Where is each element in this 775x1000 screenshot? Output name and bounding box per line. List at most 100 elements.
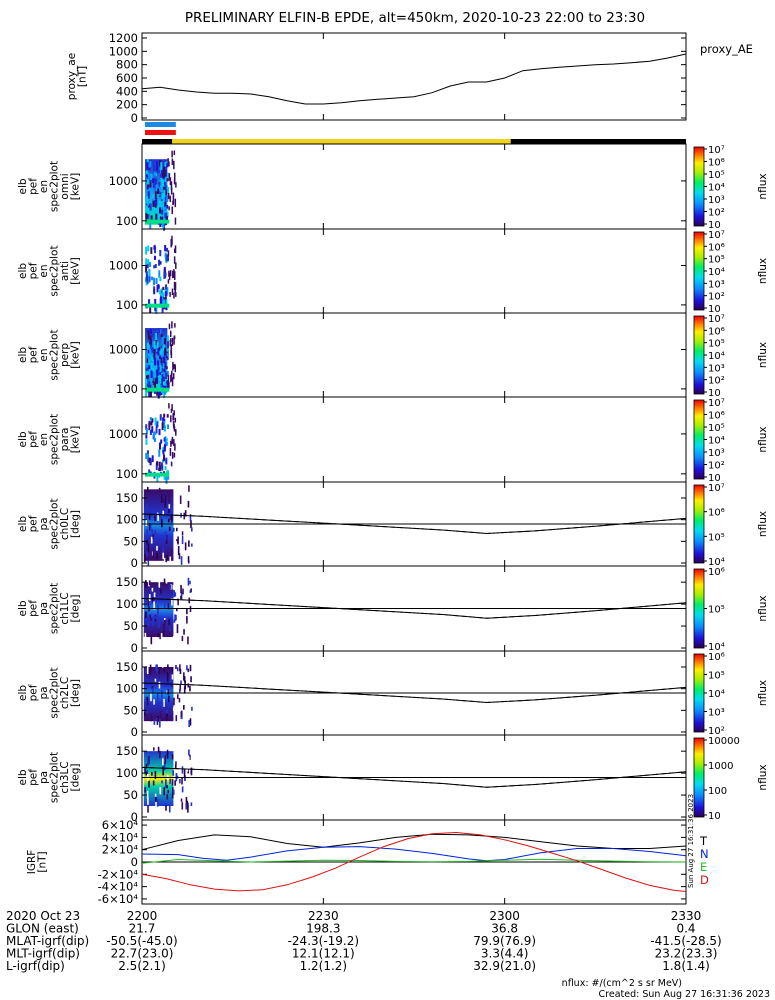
spectrogram-pixel	[164, 337, 167, 345]
pitch-angle-pixel	[151, 772, 153, 776]
pitch-angle-pixel	[183, 769, 186, 778]
spectrogram-pixel	[153, 390, 156, 394]
spectrogram-pixel	[166, 254, 169, 262]
spectrogram-pixel	[168, 403, 170, 409]
pitch-angle-pixel	[154, 793, 157, 797]
pitch-angle-pixel	[186, 665, 188, 671]
pitch-angle-pixel	[163, 762, 166, 771]
pitch-angle-pixel	[163, 603, 166, 608]
spectrogram-pixel	[147, 333, 150, 340]
colorbar-tick-label: 10⁵	[708, 255, 725, 266]
spectrogram-pixel	[152, 370, 155, 378]
pitch-angle-pixel	[164, 531, 167, 541]
spectrogram-pixel	[155, 377, 158, 384]
status-bar-segment	[510, 139, 686, 144]
spectrogram-pixel	[167, 250, 170, 257]
pitch-angle-pixel	[163, 787, 166, 796]
spectrogram-pixel	[146, 274, 149, 282]
spectrogram-pixel	[156, 474, 159, 483]
colorbar-tick-label: 10²	[708, 292, 725, 303]
pitch-angle-pixel	[169, 778, 171, 784]
colorbar-tick-label: 10³	[708, 363, 725, 374]
pitch-angle-pixel	[185, 749, 188, 755]
pitch-angle-pixel	[153, 747, 155, 751]
spectrogram-pixel	[158, 259, 161, 266]
pitch-angle-pixel	[144, 787, 146, 793]
pitch-angle-pixel	[178, 553, 181, 560]
spectrogram-pixel	[161, 288, 164, 295]
spectrogram-pixel	[148, 390, 151, 398]
y-tick-label: 150	[116, 660, 138, 674]
pitch-angle-pixel	[172, 635, 175, 645]
pitch-angle-pixel	[157, 605, 159, 614]
pitch-angle-pixel	[165, 508, 168, 512]
spectrogram-pixel	[164, 212, 167, 219]
y-tick-label: 100	[116, 214, 138, 228]
spectrogram-pixel	[148, 457, 151, 464]
created-timestamp: Created: Sun Aug 27 16:31:36 2023	[599, 989, 770, 1000]
pitch-angle-pixel	[150, 536, 153, 544]
y-tick-label: 0	[131, 810, 138, 824]
spectrogram-pixel	[163, 175, 166, 182]
pitch-angle-ylabel-line: ch3LC	[59, 761, 71, 793]
spectrogram-ylabel: elbpefenspec2plotomni[keV]	[17, 161, 82, 212]
pitch-angle-ylabel: elbpefpaspec2plotch2LC[deg]	[17, 667, 82, 718]
spectrogram-pixel	[151, 375, 154, 381]
y-tick-label: 50	[123, 703, 138, 717]
pitch-angle-pixel	[168, 504, 170, 514]
colorbar-tick-label: 10⁵	[708, 671, 725, 682]
spectrogram-pixel	[152, 341, 155, 348]
pitch-angle-pixel	[158, 581, 161, 588]
pitch-angle-pixel	[189, 718, 192, 726]
igrf-ylabel-line: [nT]	[36, 851, 48, 872]
spectrogram-pixel	[154, 381, 157, 389]
colorbar-label: nflux	[757, 511, 769, 537]
pitch-angle-pixel	[160, 588, 162, 594]
pitch-angle-pixel	[154, 678, 157, 682]
pitch-angle-pixel	[173, 578, 175, 583]
spectrogram-pixel	[155, 307, 158, 314]
pitch-angle-pixel	[188, 485, 190, 492]
pitch-angle-colorbar	[693, 568, 705, 649]
pitch-angle-pixel	[162, 663, 164, 668]
spectrogram-ylabel-line: elb	[17, 178, 29, 194]
spectrogram-pixel	[149, 379, 152, 385]
y-tick-label: 100	[116, 682, 138, 696]
spectrogram-ylabel-line: elb	[17, 263, 29, 279]
x-axis-row-value: 22.7(23.0)	[111, 947, 174, 961]
spectrogram-pixel	[173, 271, 176, 280]
colorbar-tick-label: 1000	[708, 761, 733, 772]
spectrogram-pixel	[149, 203, 152, 209]
pitch-angle-pixel	[175, 541, 177, 549]
y-tick-label: 1200	[109, 31, 138, 45]
pitch-angle-pixel	[156, 552, 158, 560]
pitch-angle-pixel	[181, 606, 184, 615]
proxy-ae-ylabel-line: proxy_ae	[66, 53, 78, 100]
spectrogram-pixel	[171, 436, 174, 444]
spectrogram-pixel	[165, 441, 168, 446]
pitch-angle-pixel	[187, 636, 189, 645]
spectrogram-pixel	[162, 379, 165, 386]
pitch-angle-pixel	[161, 519, 163, 528]
spectrogram-pixel	[156, 331, 159, 337]
spectrogram-ylabel-line: spec2plot	[48, 329, 60, 380]
spectrogram-pixel	[149, 429, 152, 435]
spectrogram-pixel	[151, 418, 154, 423]
spectrogram-pixel	[163, 212, 166, 221]
pitch-angle-pixel	[148, 523, 151, 531]
spectrogram-pixel	[164, 272, 167, 277]
spectrogram-low-energy-band	[145, 387, 170, 392]
pitch-angle-pixel	[189, 754, 191, 760]
pitch-angle-pixel	[187, 769, 190, 774]
pitch-angle-pixel	[154, 515, 156, 522]
colorbar-tick-label: 10⁷	[708, 314, 725, 325]
y-tick-label: 0	[131, 111, 138, 125]
pitch-angle-pixel	[166, 794, 169, 800]
spectrogram-pixel	[152, 194, 155, 199]
spectrogram-pixel	[167, 186, 170, 194]
spectrogram-ylabel-line: [keV]	[69, 426, 81, 454]
anti-loss-cone-line	[141, 597, 687, 619]
pitch-angle-pixel	[150, 693, 152, 702]
